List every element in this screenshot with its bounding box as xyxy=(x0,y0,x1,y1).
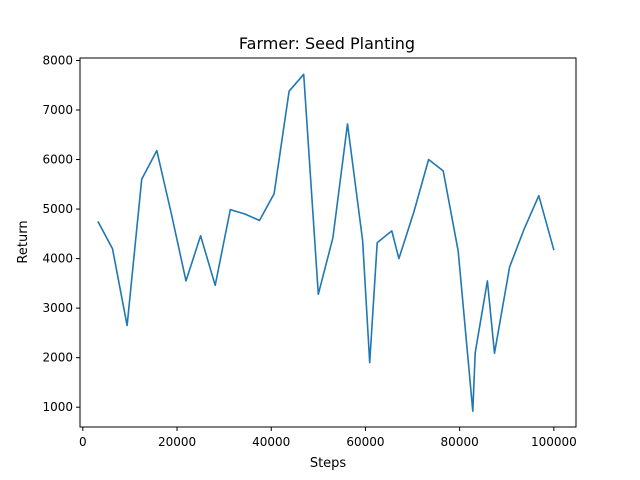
x-tick-label: 60000 xyxy=(346,435,384,449)
x-axis-label: Steps xyxy=(310,456,347,471)
y-axis-label: Return xyxy=(16,220,31,263)
series-line xyxy=(97,73,555,413)
x-tick-label: 100000 xyxy=(531,435,577,449)
y-tick-label: 4000 xyxy=(42,252,73,266)
y-axis-ticks: 1000 2000 3000 4000 5000 6000 7000 8000 xyxy=(42,53,80,414)
y-tick-label: 1000 xyxy=(42,400,73,414)
series-layer xyxy=(97,73,555,413)
y-tick-label: 8000 xyxy=(42,53,73,67)
y-tick-label: 6000 xyxy=(42,153,73,167)
chart-title: Farmer: Seed Planting xyxy=(239,34,415,53)
x-tick-label: 20000 xyxy=(158,435,196,449)
y-tick-label: 5000 xyxy=(42,202,73,216)
plot-frame xyxy=(79,57,577,428)
x-axis-ticks: 0 20000 40000 60000 80000 100000 xyxy=(79,427,577,449)
x-tick-label: 0 xyxy=(79,435,87,449)
y-tick-label: 7000 xyxy=(42,103,73,117)
x-tick-label: 80000 xyxy=(441,435,479,449)
y-tick-label: 3000 xyxy=(42,301,73,315)
x-tick-label: 40000 xyxy=(252,435,290,449)
y-tick-label: 2000 xyxy=(42,351,73,365)
